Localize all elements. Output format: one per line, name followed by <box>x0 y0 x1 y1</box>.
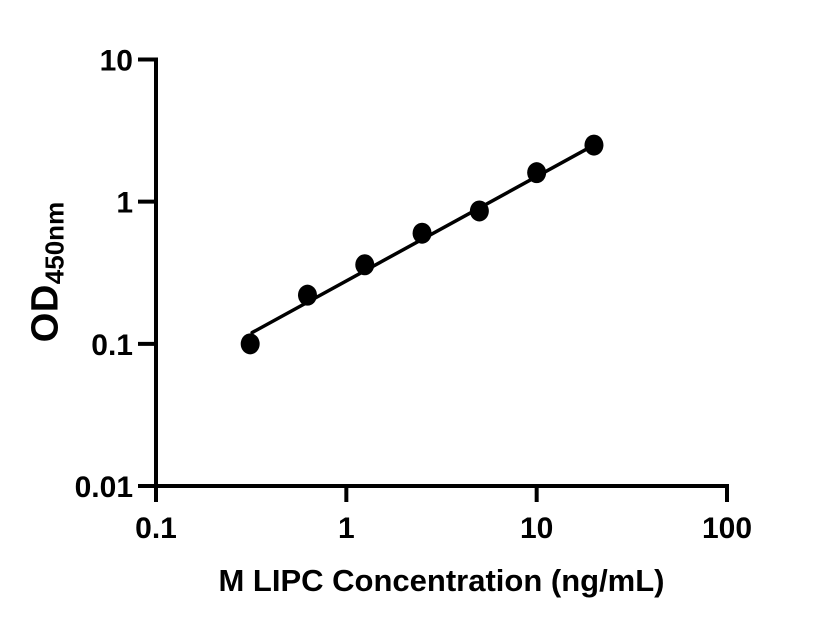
data-point <box>469 200 489 222</box>
y-tick-label: 0.01 <box>75 471 133 504</box>
x-tick-label: 0.1 <box>135 512 177 545</box>
data-point <box>584 134 604 156</box>
data-point <box>412 222 432 244</box>
x-tick-label: 100 <box>702 512 752 545</box>
x-axis-title: M LIPC Concentration (ng/mL) <box>218 563 665 598</box>
y-tick-label: 10 <box>100 45 133 78</box>
x-tick-label: 1 <box>338 512 355 545</box>
y-axis-title-main: OD <box>24 284 67 343</box>
data-point <box>240 333 260 355</box>
y-axis-title-subscript: 450nm <box>39 201 70 285</box>
data-point <box>527 162 547 184</box>
y-tick-label: 1 <box>116 187 133 220</box>
x-tick-label: 10 <box>520 512 553 545</box>
data-point <box>355 254 375 276</box>
axis-spine <box>154 57 729 488</box>
y-tick-label: 0.1 <box>91 329 133 362</box>
data-point <box>297 284 317 306</box>
y-axis-title: OD450nm <box>24 201 70 343</box>
